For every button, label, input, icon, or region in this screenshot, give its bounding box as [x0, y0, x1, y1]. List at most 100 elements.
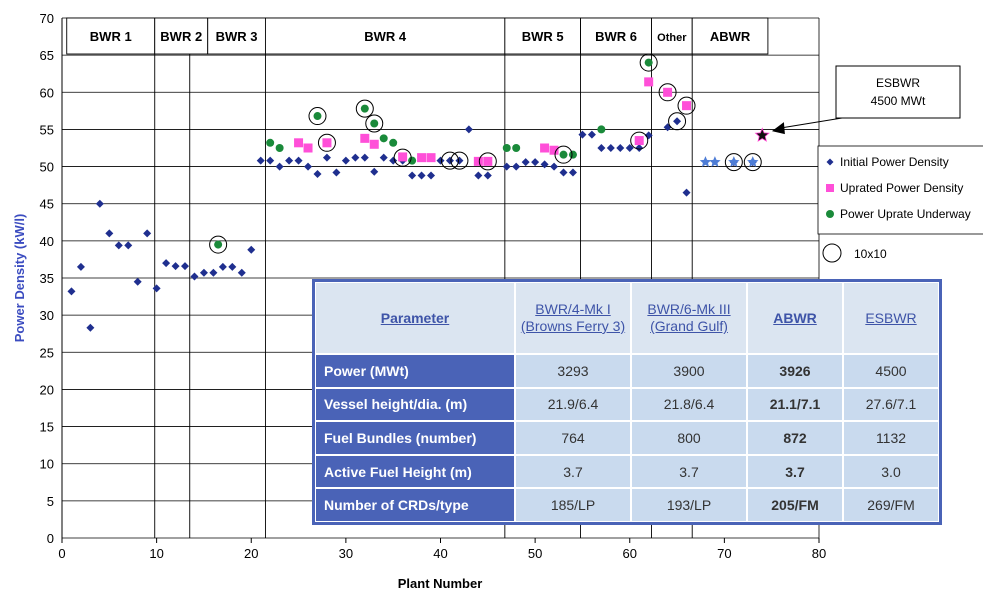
x-tick-label: 40 [433, 546, 447, 561]
table-header-cell: ESBWR [843, 282, 939, 354]
data-points [67, 53, 770, 332]
uprated-power-density-point [303, 143, 313, 153]
10x10-point [393, 148, 412, 167]
power-uprate-underway-point [559, 150, 568, 159]
initial-power-density-point [95, 199, 104, 208]
legend-marker [822, 243, 842, 263]
y-tick-label: 35 [40, 271, 54, 286]
table-cell: 27.6/7.1 [843, 387, 939, 422]
initial-power-density-point [417, 171, 426, 180]
table-header-row: Parameter BWR/4-Mk I (Browns Ferry 3) BW… [315, 282, 939, 354]
legend-label: Power Uprate Underway [840, 207, 971, 221]
table-cell: 21.8/6.4 [631, 387, 747, 422]
10x10-point [440, 151, 459, 170]
10x10-point [308, 107, 327, 126]
x-tick-label: 50 [528, 546, 542, 561]
initial-power-density-point [436, 156, 445, 165]
initial-power-density-point [285, 156, 294, 165]
y-tick-label: 70 [40, 11, 54, 26]
power-uprate-underway-point [379, 134, 388, 143]
table-cell: 21.1/7.1 [747, 387, 843, 422]
uprated-power-density-point [644, 77, 654, 87]
legend-marker [826, 184, 834, 192]
power-uprate-underway-point [568, 150, 577, 159]
group-label: BWR 3 [216, 29, 258, 44]
initial-power-density-point [209, 268, 218, 277]
group-label: BWR 5 [522, 29, 564, 44]
table-cell: 3926 [747, 354, 843, 388]
uprated-power-density-point [360, 133, 370, 143]
legend-marker [826, 210, 834, 218]
10x10-point [677, 96, 696, 115]
power-uprate-underway-point [597, 125, 606, 134]
table-cell: 3293 [515, 354, 631, 388]
table-header-cell: ABWR [747, 282, 843, 354]
initial-power-density-point [379, 153, 388, 162]
initial-power-density-point [512, 162, 521, 171]
power-uprate-underway-point [512, 144, 521, 152]
y-tick-label: 50 [40, 160, 54, 175]
x-tick-label: 80 [812, 546, 826, 561]
uprated-power-density-point [417, 153, 427, 163]
x-tick-label: 0 [58, 546, 65, 561]
initial-power-density-point [256, 156, 265, 165]
power-uprate-underway-point [502, 144, 511, 152]
initial-power-density-point [247, 245, 256, 254]
initial-power-density-point [143, 229, 152, 238]
initial-power-density-point [341, 156, 350, 165]
x-tick-label: 60 [623, 546, 637, 561]
legend-label: Uprated Power Density [840, 181, 963, 195]
annotation-text: ESBWR [876, 76, 920, 90]
uprated-power-density-point [369, 139, 379, 149]
table-row-label: Number of CRDs/type [315, 488, 515, 522]
initial-power-density-point [597, 144, 606, 152]
y-axis-ticks: 0 5 10 15 20 25 30 35 40 45 50 55 60 65 70 [40, 11, 54, 546]
initial-power-density-point [275, 162, 284, 171]
group-label: BWR 2 [160, 29, 202, 44]
initial-power-density-point [76, 262, 85, 271]
group-label-box [264, 17, 506, 55]
table-header-cell: BWR/4-Mk I (Browns Ferry 3) [515, 282, 631, 354]
group-label: BWR 4 [364, 29, 407, 44]
abwr-point [699, 156, 712, 167]
initial-power-density-point [266, 156, 275, 165]
y-tick-label: 0 [47, 531, 54, 546]
annotation-arrow-line [779, 117, 843, 129]
initial-power-density-point [559, 168, 568, 177]
table-row-label: Power (MWt) [315, 354, 515, 388]
uprated-power-density-point [322, 138, 332, 148]
x-tick-label: 30 [339, 546, 353, 561]
initial-power-density-point [152, 284, 161, 293]
table-cell: 872 [747, 421, 843, 455]
y-tick-label: 10 [40, 457, 54, 472]
power-uprate-underway-point [313, 112, 322, 121]
table-row: Fuel Bundles (number) 764 800 872 1132 [315, 421, 939, 455]
initial-power-density-point [521, 158, 530, 167]
10x10-point [450, 151, 469, 170]
x-tick-label: 10 [149, 546, 163, 561]
initial-power-density-point [124, 241, 133, 250]
table-row: Active Fuel Height (m) 3.7 3.7 3.7 3.0 [315, 454, 939, 489]
initial-power-density-point [351, 153, 360, 162]
initial-power-density-point [133, 277, 142, 286]
initial-power-density-point [304, 162, 313, 171]
initial-power-density-point [578, 130, 587, 139]
uprated-power-density-point [426, 153, 436, 163]
table-cell: 193/LP [631, 488, 747, 522]
initial-power-density-point [181, 262, 190, 271]
initial-power-density-point [322, 153, 331, 162]
annotation-text: 4500 MWt [871, 94, 926, 108]
esbwr-annotation: ESBWR 4500 MWt [771, 65, 961, 135]
table-cell: 1132 [843, 421, 939, 455]
legend-label: Initial Power Density [840, 155, 949, 169]
table-row: Number of CRDs/type 185/LP 193/LP 205/FM… [315, 488, 939, 522]
table-cell: 3.0 [843, 454, 939, 489]
table-row-label: Active Fuel Height (m) [315, 454, 515, 489]
y-tick-label: 25 [40, 345, 54, 360]
initial-power-density-point [67, 287, 76, 296]
power-uprate-underway-point [360, 104, 369, 113]
uprated-power-density-point [663, 87, 673, 97]
table-row-label: Fuel Bundles (number) [315, 421, 515, 455]
initial-power-density-point [408, 171, 417, 180]
group-label-box [207, 17, 266, 55]
